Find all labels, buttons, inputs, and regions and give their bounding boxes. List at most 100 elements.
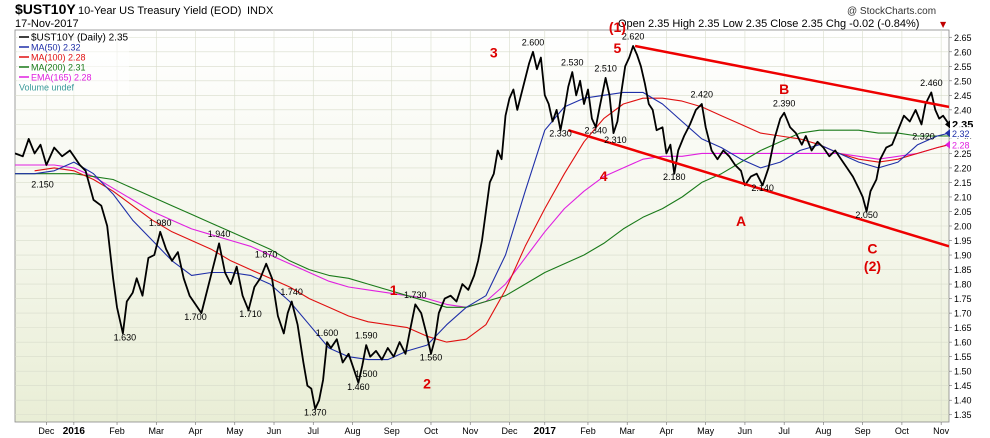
price-label: 2.320	[912, 131, 935, 141]
x-tick-label: Jun	[267, 426, 282, 436]
trendline	[634, 44, 949, 109]
price-label: 2.140	[751, 183, 774, 193]
x-tick-label: Sep	[855, 426, 871, 436]
last-value-label: 2.32	[952, 129, 970, 139]
x-tick-label: Mar	[619, 426, 635, 436]
x-tick-label: Apr	[189, 426, 203, 436]
y-tick-label: 2.15	[954, 178, 972, 188]
y-tick-label: 2.65	[954, 33, 972, 43]
x-tick-label: Aug	[815, 426, 831, 436]
price-label: 2.390	[773, 98, 796, 108]
last-value-bg	[950, 127, 978, 139]
price-label: 2.600	[522, 37, 545, 47]
wave-label: (2)	[864, 258, 881, 274]
chart-date: 17-Nov-2017	[15, 18, 79, 30]
price-label: 2.180	[663, 172, 686, 182]
price-label-layer: 2.150 1.630 1.980 1.940 1.700 1.870 1.710 1.740…	[31, 32, 942, 418]
price-label: 1.870	[255, 249, 278, 259]
wave-label: 5	[613, 40, 621, 56]
y-tick-label: 2.55	[954, 62, 972, 72]
legend-item: MA(200) 2.31	[31, 63, 86, 73]
y-tick-label: 2.05	[954, 207, 972, 217]
y-tick-label: 1.60	[954, 338, 972, 348]
series-line	[15, 144, 949, 308]
legend-item: MA(100) 2.28	[31, 53, 86, 63]
price-label: 1.630	[114, 332, 137, 342]
x-tick-label: Jun	[738, 426, 753, 436]
series-line	[15, 129, 949, 308]
price-label: 2.620	[622, 32, 645, 42]
x-tick-label: Nov	[933, 426, 950, 436]
price-label: 1.600	[316, 328, 339, 338]
y-tick-label: 1.95	[954, 236, 972, 246]
price-label: 1.710	[239, 309, 262, 319]
legend-item: $UST10Y (Daily) 2.35	[31, 33, 129, 44]
wave-label: A	[736, 213, 746, 229]
price-label: 2.310	[604, 135, 627, 145]
x-tick-label: Aug	[344, 426, 360, 436]
x-tick-label: Jul	[307, 426, 319, 436]
trendline	[567, 128, 949, 248]
legend-item: MA(50) 2.32	[31, 43, 81, 53]
y-tick-label: 2.45	[954, 91, 972, 101]
grid	[15, 30, 949, 422]
x-tick-label: Feb	[109, 426, 125, 436]
price-label: 2.150	[31, 179, 54, 189]
price-label: 1.730	[404, 290, 427, 300]
y-tick-label: 2.00	[954, 222, 972, 232]
x-tick-label: Dec	[38, 426, 55, 436]
chart-description: 10-Year US Treasury Yield (EOD)	[78, 5, 241, 17]
x-tick-label: May	[697, 426, 715, 436]
y-tick-label: 1.40	[954, 396, 972, 406]
chart-exchange: INDX	[247, 5, 274, 17]
x-tick-label: Nov	[462, 426, 479, 436]
wave-label: 2	[423, 376, 431, 392]
ohlc-summary: Open 2.35 High 2.35 Low 2.35 Close 2.35 …	[618, 18, 919, 30]
y-tick-label: 2.60	[954, 47, 972, 57]
wave-label: 4	[600, 168, 608, 184]
legend-item: EMA(165) 2.28	[31, 73, 92, 83]
y-tick-label: 2.40	[954, 105, 972, 115]
wave-label-layer: (1) 5 3 4 1 2 B A C(2)	[390, 19, 881, 392]
x-tick-label: Oct	[424, 426, 439, 436]
price-label: 1.460	[347, 382, 370, 392]
x-tick-label: May	[226, 426, 244, 436]
trendline-layer	[567, 44, 949, 248]
x-tick-label: Jul	[778, 426, 790, 436]
x-tick-label: Feb	[580, 426, 596, 436]
copyright: @ StockCharts.com	[847, 6, 936, 17]
x-axis: Dec 2016 Feb Mar Apr May Jun Jul Aug Sep Oct Nov Dec…	[38, 422, 950, 437]
y-tick-label: 2.50	[954, 76, 972, 86]
price-label: 2.510	[594, 64, 617, 74]
last-value-marker	[945, 120, 950, 129]
series-layer	[15, 45, 949, 410]
price-label: 1.590	[355, 331, 378, 341]
wave-label: 1	[390, 282, 398, 298]
y-tick-label: 1.35	[954, 410, 972, 420]
y-tick-label: 1.45	[954, 381, 972, 391]
y-tick-label: 1.90	[954, 251, 972, 261]
x-tick-label: Dec	[501, 426, 518, 436]
y-tick-label: 1.80	[954, 280, 972, 290]
y-tick-label: 2.20	[954, 163, 972, 173]
wave-label: 3	[490, 45, 498, 61]
legend-item: Volume undef	[19, 83, 75, 93]
y-tick-label: 1.70	[954, 309, 972, 319]
price-label: 1.370	[304, 408, 327, 418]
y-tick-label: 1.65	[954, 323, 972, 333]
last-value-bg	[950, 138, 978, 150]
x-tick-label: 2016	[63, 426, 86, 437]
price-label: 2.340	[585, 126, 608, 136]
y-axis: 1.35 1.40 1.45 1.50 1.55 1.60 1.65 1.70 1.75 1.80…	[949, 33, 972, 420]
y-tick-label: 2.25	[954, 149, 972, 159]
wave-label: C	[867, 241, 877, 257]
x-tick-label: Apr	[659, 426, 673, 436]
price-label: 1.560	[420, 353, 443, 363]
last-value-bg	[950, 118, 978, 130]
price-label: 1.740	[280, 287, 303, 297]
y-tick-label: 1.85	[954, 265, 972, 275]
wave-label: B	[779, 81, 789, 97]
price-label: 2.530	[561, 58, 584, 68]
price-label: 1.980	[149, 218, 172, 228]
y-tick-label: 1.75	[954, 294, 972, 304]
